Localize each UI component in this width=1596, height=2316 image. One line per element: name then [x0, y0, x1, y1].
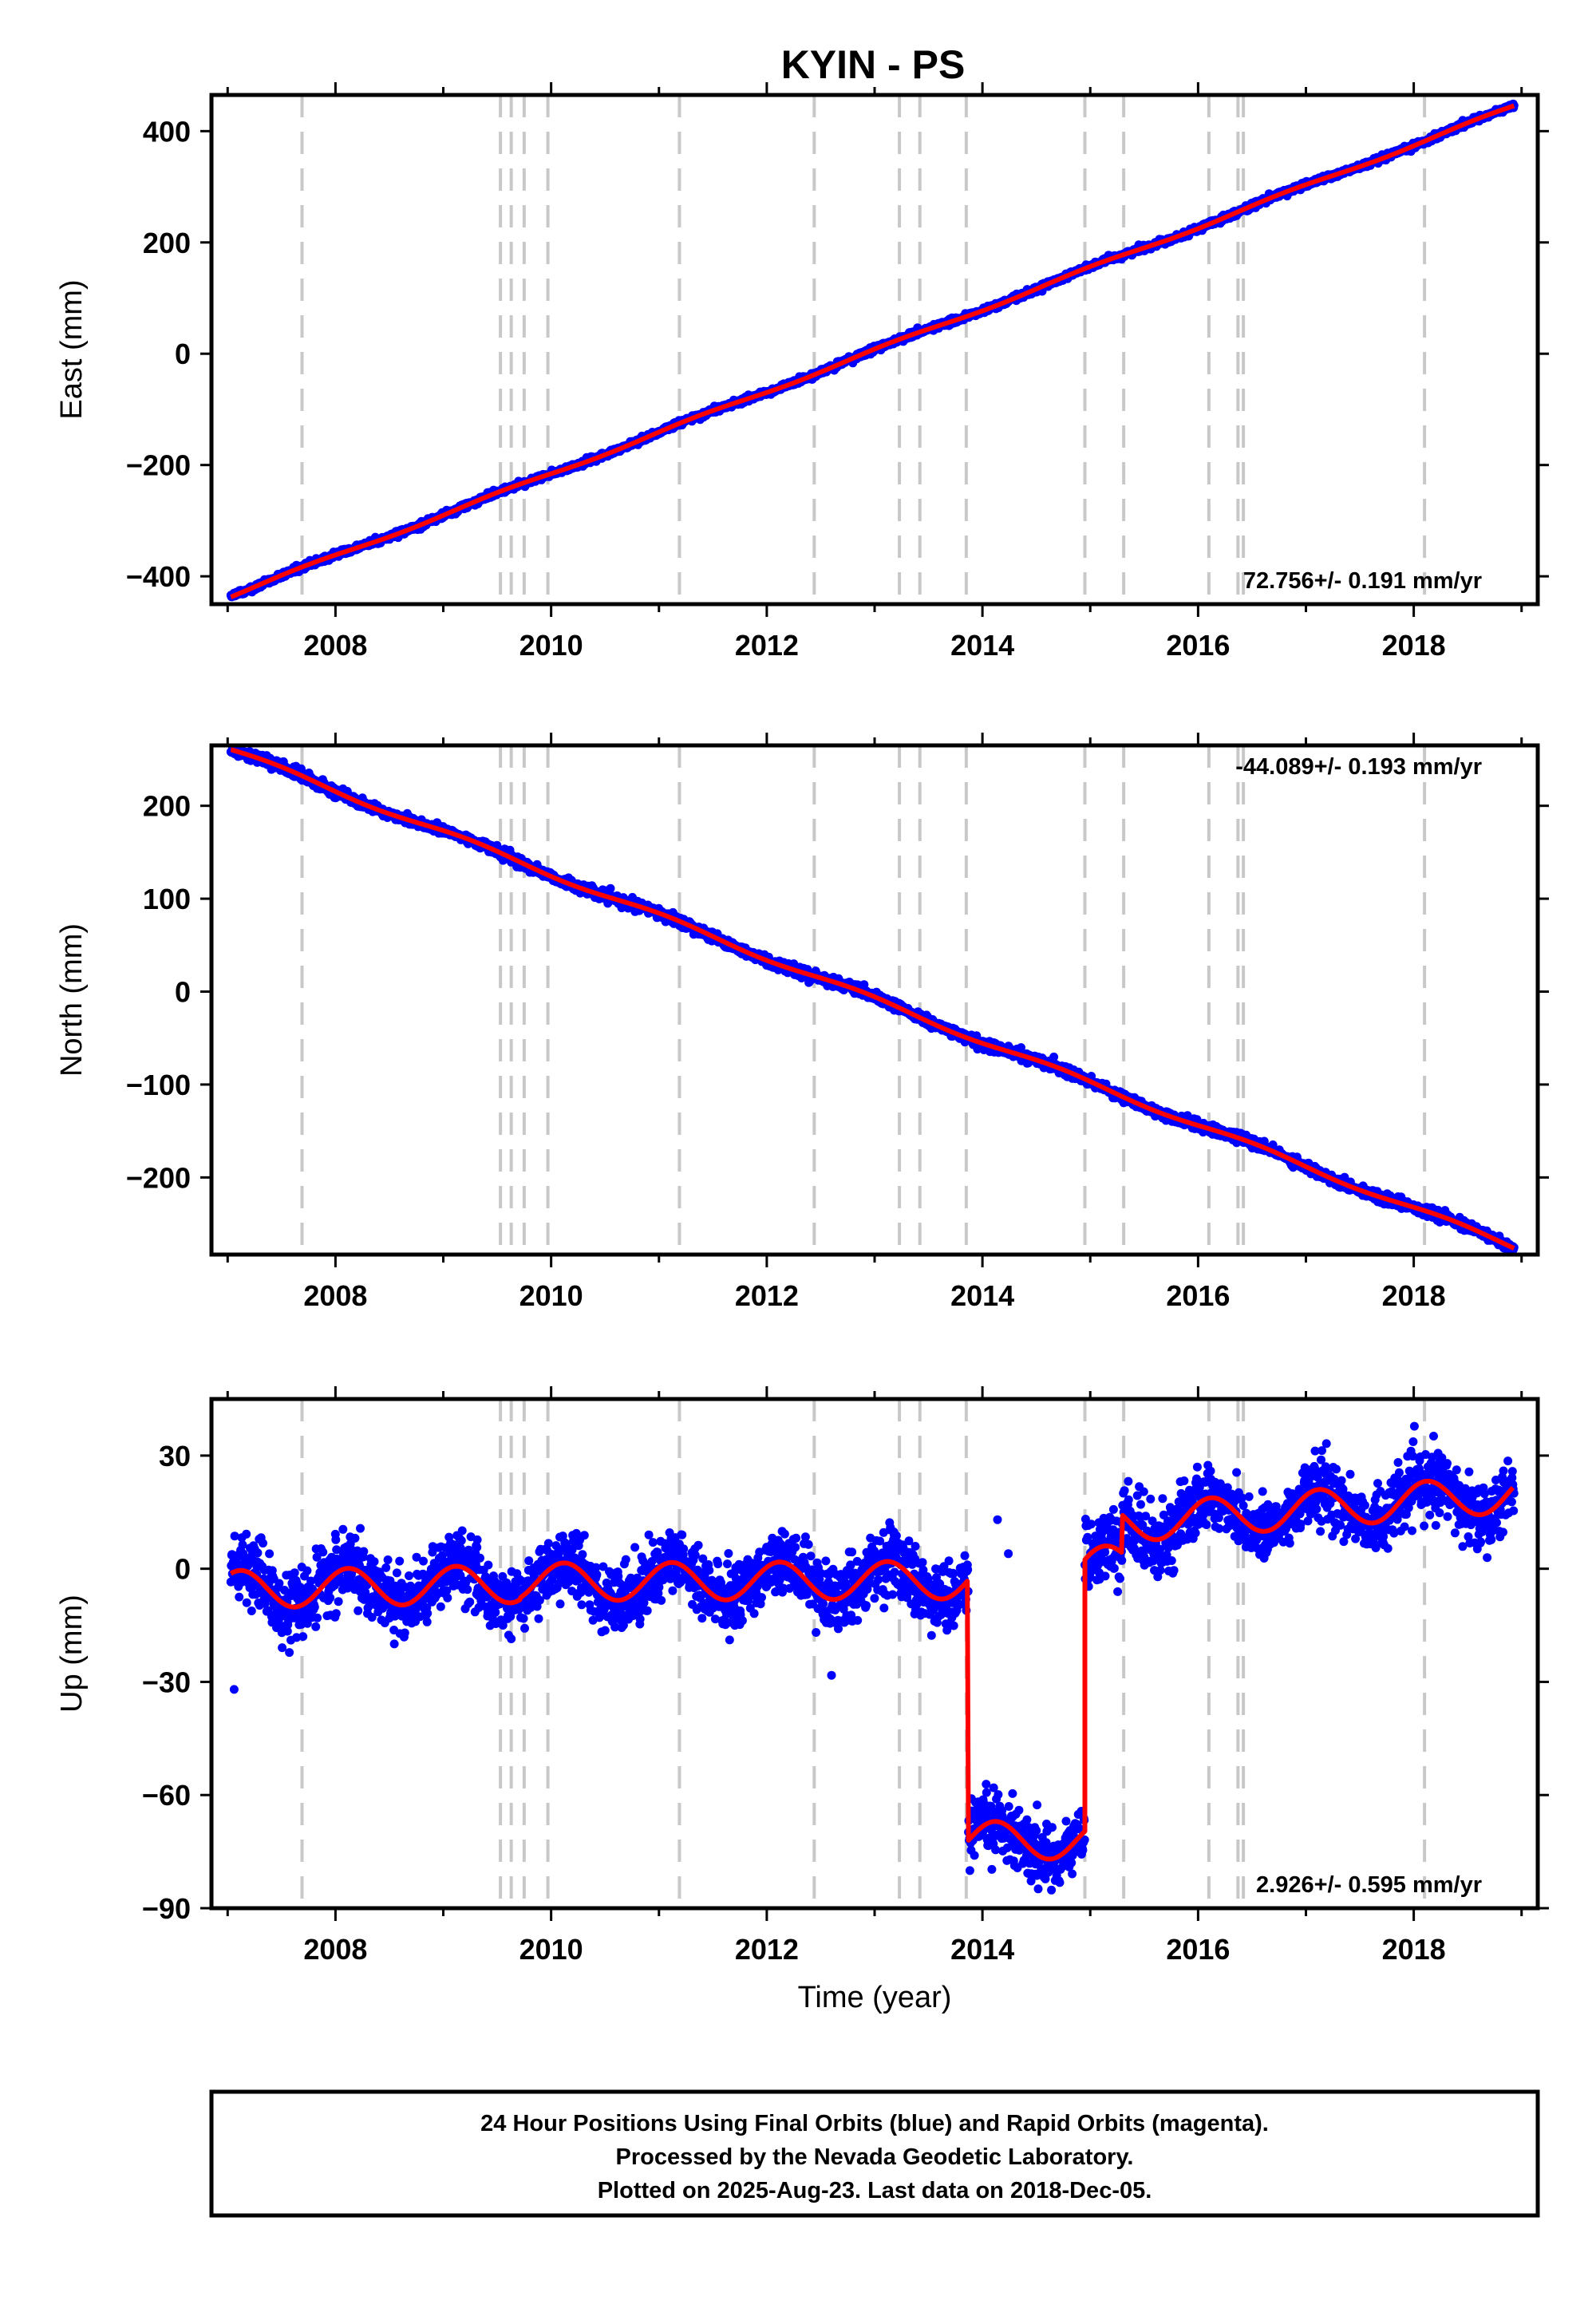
x-tick-label: 2016 — [1166, 629, 1230, 662]
y-tick-label: 200 — [143, 227, 191, 259]
y-tick-label: 0 — [175, 338, 191, 370]
plot-area — [226, 745, 1519, 1255]
y-tick-label: −200 — [126, 449, 191, 482]
y-tick-label: −400 — [126, 560, 191, 593]
x-tick-label: 2018 — [1382, 629, 1446, 662]
east-panel: −400 −200 0 200 400 2008 2010 2012 2014 2016 2018 E… — [55, 82, 1549, 662]
model-line — [228, 103, 1516, 599]
x-tick-label: 2012 — [735, 629, 799, 662]
velocity-label: 72.756+/- 0.191 mm/yr — [1243, 568, 1482, 594]
x-tick-label: 2010 — [519, 629, 583, 662]
y-tick-label: 400 — [143, 115, 191, 148]
y-axis-label: East (mm) — [55, 279, 89, 419]
chart-title: KYIN - PS — [781, 42, 966, 87]
plot-area — [226, 95, 1519, 604]
x-tick-label: 2014 — [950, 629, 1014, 662]
x-tick-label: 2008 — [303, 629, 367, 662]
